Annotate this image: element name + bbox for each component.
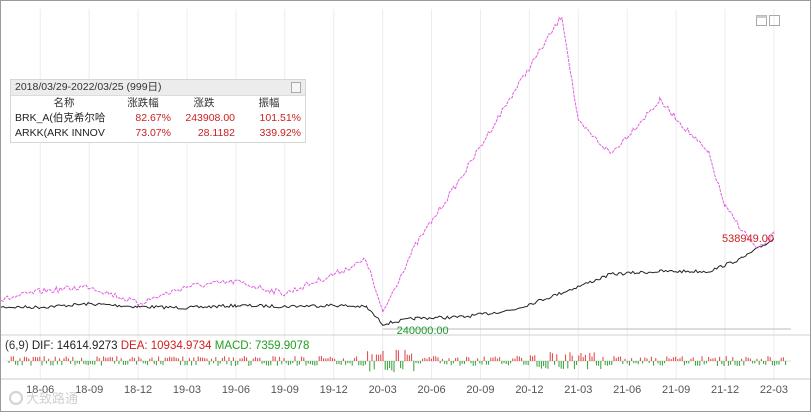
series-line-brk-a: [1, 238, 774, 326]
x-tick-label: 20-03: [369, 384, 397, 396]
vertical-gridlines: [39, 9, 775, 379]
macd-histogram: [6, 349, 791, 373]
table-row[interactable]: BRK_A(伯克希尔哈 82.67% 243908.00 101.51%: [11, 111, 305, 126]
x-tick-label: 21-12: [711, 384, 739, 396]
column-header: 名称: [53, 97, 75, 109]
change-value: 243908.00: [185, 112, 235, 124]
x-tick-label: 18-09: [75, 384, 103, 396]
change-percent: 73.07%: [135, 127, 171, 139]
comparison-panel: 2018/03/29-2022/03/25 (999日) 名称 涨跌幅 涨跌 振…: [10, 79, 306, 143]
series-brk-a: [1, 238, 774, 326]
column-header: 振幅: [258, 97, 280, 109]
x-tick-label: 21-06: [613, 384, 641, 396]
amplitude-value: 339.92%: [259, 127, 301, 139]
x-tick-label: 18-12: [124, 384, 152, 396]
watermark-logo-icon: [9, 390, 23, 405]
symbol-name: BRK_A(伯克希尔哈: [15, 112, 106, 124]
low-value-label: 240000.00: [397, 325, 449, 337]
symbol-name: ARKK(ARK INNOV: [15, 127, 105, 139]
dea-value: DEA: 10934.9734: [120, 340, 212, 352]
table-header-row: 名称 涨跌幅 涨跌 振幅: [11, 96, 305, 111]
x-tick-label: 18-06: [26, 384, 54, 396]
x-tick-label: 21-09: [662, 384, 690, 396]
x-tick-label: 20-12: [515, 384, 543, 396]
column-header: 涨跌幅: [127, 97, 159, 109]
dif-value: DIF: 14614.9273: [31, 340, 118, 352]
column-header: 涨跌: [193, 97, 215, 109]
x-tick-label: 22-03: [760, 384, 788, 396]
macd-value: MACD: 7359.9078: [214, 340, 310, 352]
change-percent: 82.67%: [135, 112, 171, 124]
x-tick-label: 19-09: [271, 384, 299, 396]
period-header: 2018/03/29-2022/03/25 (999日): [11, 80, 305, 96]
x-tick-label: 19-03: [173, 384, 201, 396]
x-tick-label: 19-12: [320, 384, 348, 396]
series-line-arkk: [1, 16, 775, 314]
watermark-text: 大致路通: [26, 391, 79, 406]
window-restore-icon[interactable]: [756, 14, 780, 26]
high-value-label: 538949.00: [722, 233, 774, 245]
x-axis-ticks: 18-06 18-09 18-12 19-03 19-06 19-09 19-12 20-03…: [26, 384, 788, 396]
series-arkk: [1, 16, 775, 314]
x-tick-label: 20-09: [466, 384, 494, 396]
macd-readout: (6,9) DIF: 14614.9273 DEA: 10934.9734 MA…: [5, 340, 309, 352]
period-label: 2018/03/29-2022/03/25 (999日): [15, 81, 162, 93]
table-row[interactable]: ARKK(ARK INNOV 73.07% 28.1182 339.92%: [11, 126, 305, 141]
watermark: 大致路通: [9, 388, 78, 407]
x-tick-label: 19-06: [222, 384, 250, 396]
amplitude-value: 101.51%: [259, 112, 301, 124]
macd-params: (6,9): [5, 340, 29, 352]
x-tick-label: 20-06: [417, 384, 445, 396]
change-value: 28.1182: [197, 127, 235, 139]
x-tick-label: 21-03: [564, 384, 592, 396]
panel-close-icon[interactable]: [291, 82, 301, 93]
